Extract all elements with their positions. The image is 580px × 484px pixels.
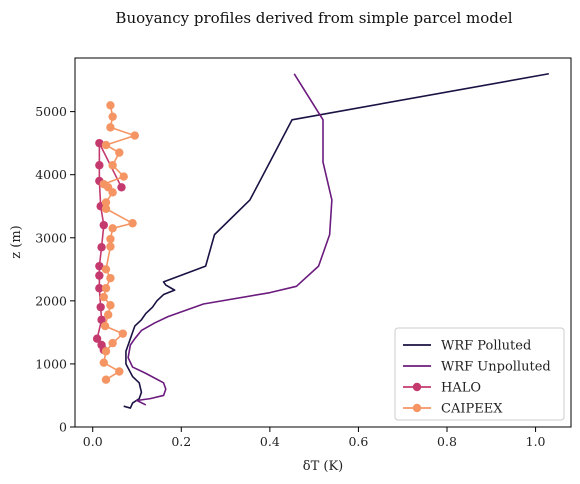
data-point-halo	[95, 261, 104, 271]
legend-marker-caipeex	[412, 403, 422, 413]
data-point-halo	[95, 138, 104, 148]
plot-area	[74, 57, 572, 428]
data-point-caipeex	[118, 329, 128, 338]
data-point-caipeex	[101, 140, 111, 150]
data-point-caipeex	[128, 219, 137, 228]
data-point-caipeex	[119, 172, 128, 181]
data-point-caipeex	[101, 375, 111, 384]
data-point-halo	[97, 340, 106, 350]
x-tick-label: 0.4	[260, 434, 280, 449]
data-point-halo	[117, 183, 126, 192]
data-point-caipeex	[101, 347, 111, 356]
legend-box	[394, 327, 565, 421]
x-tick-label: 0.6	[348, 434, 368, 449]
data-point-halo	[95, 161, 104, 170]
data-point-caipeex	[108, 112, 117, 121]
legend-label-caipeex: CAIPEEX	[441, 402, 503, 417]
data-point-caipeex	[106, 301, 115, 310]
legend-marker-halo	[412, 382, 422, 392]
legend-label-wrf-unpolluted: WRF Unpolluted	[441, 360, 551, 375]
y-tick-label: 1000	[35, 356, 67, 371]
legend-label-halo: HALO	[441, 381, 481, 396]
x-axis: 0.0 0.2 0.4 0.6 0.8 1.0	[83, 427, 546, 449]
x-tick-label: 0.0	[83, 434, 103, 449]
data-point-halo	[97, 315, 106, 324]
x-tick-label: 1.0	[526, 434, 546, 449]
data-point-caipeex	[104, 310, 113, 319]
data-point-caipeex	[106, 234, 115, 244]
series-line-wrf-unpolluted	[127, 73, 333, 406]
data-point-caipeex	[101, 265, 111, 274]
data-point-halo	[92, 334, 102, 343]
data-point-caipeex	[108, 338, 117, 348]
data-point-halo	[96, 302, 105, 312]
y-axis-label: z (m)	[9, 225, 24, 258]
data-point-caipeex	[101, 284, 111, 293]
data-point-caipeex	[115, 367, 124, 376]
data-point-caipeex	[99, 358, 108, 367]
data-point-caipeex	[106, 123, 115, 132]
y-tick-label: 4000	[35, 167, 67, 182]
chart-title: Buoyancy profiles derived from simple pa…	[115, 9, 512, 27]
series-layer	[92, 72, 550, 409]
data-point-caipeex	[99, 292, 108, 302]
y-tick-label: 5000	[35, 104, 67, 119]
series-line-wrf-polluted	[123, 72, 550, 409]
data-point-halo	[95, 271, 104, 280]
data-point-caipeex	[130, 131, 139, 140]
y-tick-label: 2000	[35, 293, 67, 308]
data-point-caipeex	[106, 101, 115, 110]
data-point-halo	[95, 284, 104, 293]
x-tick-label: 0.8	[437, 434, 457, 449]
data-point-caipeex	[101, 204, 111, 213]
data-point-halo	[99, 220, 108, 230]
data-point-caipeex	[101, 198, 111, 207]
x-tick-label: 0.2	[171, 434, 191, 449]
data-point-caipeex	[106, 273, 115, 283]
data-point-caipeex	[115, 148, 124, 157]
legend: WRF Polluted WRF Unpolluted HALO CAIPEEX	[394, 327, 565, 421]
y-tick-label: 3000	[35, 230, 67, 245]
y-tick-label: 0	[59, 420, 67, 435]
x-axis-label: δT (K)	[303, 459, 344, 474]
data-point-caipeex	[100, 321, 110, 331]
data-point-halo	[97, 243, 106, 252]
y-axis: 0 1000 2000 3000 4000 5000	[35, 104, 75, 435]
data-point-caipeex	[106, 242, 115, 251]
data-point-caipeex	[99, 179, 108, 189]
legend-label-wrf-polluted: WRF Polluted	[441, 339, 531, 354]
plot-frame	[74, 57, 572, 428]
data-point-caipeex	[108, 224, 117, 233]
data-point-caipeex	[108, 161, 117, 170]
